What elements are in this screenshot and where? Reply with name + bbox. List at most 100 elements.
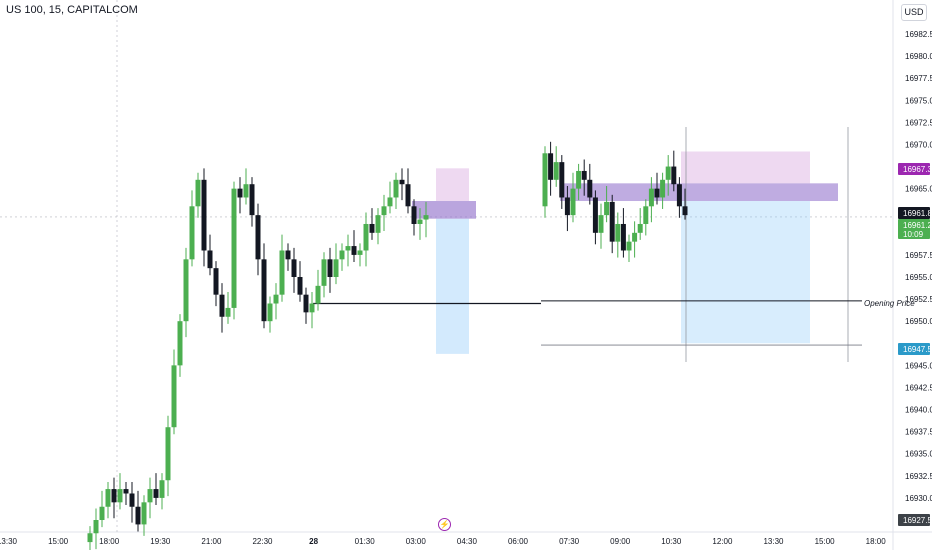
right-candle-23[interactable] [671, 166, 677, 185]
left-candle-0[interactable] [87, 533, 93, 543]
left-candle-37[interactable] [309, 303, 315, 313]
supply-zone-left[interactable] [412, 201, 476, 219]
right-candle-2[interactable] [553, 162, 559, 180]
left-candle-39[interactable] [321, 259, 327, 286]
right-candle-6[interactable] [576, 170, 582, 189]
left-candle-5[interactable] [117, 489, 123, 503]
right-candle-7[interactable] [581, 170, 587, 180]
right-candle-0[interactable] [542, 153, 548, 207]
left-candle-17[interactable] [189, 206, 195, 260]
left-candle-23[interactable] [225, 307, 231, 317]
left-candle-47[interactable] [369, 223, 375, 233]
left-candle-20[interactable] [207, 250, 213, 269]
left-candle-32[interactable] [279, 250, 285, 295]
left-candle-36[interactable] [303, 294, 309, 313]
left-candle-30[interactable] [267, 303, 273, 322]
left-candle-44[interactable] [351, 246, 357, 255]
stop-zone-left[interactable] [436, 218, 469, 354]
price-tick-label: 16972.5 [905, 118, 932, 127]
right-candle-5[interactable] [570, 188, 576, 216]
left-candle-2[interactable] [99, 506, 105, 520]
time-tick-label: 15:00 [815, 537, 836, 546]
left-candle-16[interactable] [183, 259, 189, 322]
right-candle-17[interactable] [637, 223, 643, 233]
price-tick-label: 16945.0 [905, 361, 932, 370]
right-candle-10[interactable] [598, 215, 604, 233]
right-candle-3[interactable] [559, 162, 565, 198]
right-candle-19[interactable] [648, 188, 654, 207]
left-candle-4[interactable] [111, 489, 117, 503]
right-candle-16[interactable] [632, 232, 638, 242]
right-candle-11[interactable] [604, 201, 610, 216]
left-candle-45[interactable] [357, 250, 363, 255]
left-candle-54[interactable] [411, 206, 417, 224]
left-candle-43[interactable] [345, 246, 351, 251]
left-candle-26[interactable] [243, 184, 249, 198]
right-candle-4[interactable] [564, 197, 570, 216]
left-candle-33[interactable] [285, 250, 291, 260]
right-candle-9[interactable] [592, 197, 598, 233]
left-candle-31[interactable] [273, 294, 279, 304]
left-candle-13[interactable] [165, 427, 171, 481]
left-candle-11[interactable] [153, 489, 159, 498]
left-candle-15[interactable] [177, 321, 183, 366]
left-candle-55[interactable] [417, 219, 423, 224]
supply-zone-right[interactable] [560, 183, 838, 202]
right-candle-14[interactable] [620, 223, 626, 251]
left-candle-56[interactable] [423, 215, 429, 220]
right-candle-15[interactable] [626, 241, 632, 251]
left-candle-49[interactable] [381, 206, 387, 216]
left-candle-21[interactable] [213, 268, 219, 295]
left-candle-53[interactable] [405, 184, 411, 207]
currency-button[interactable]: USD [901, 4, 927, 21]
left-candle-28[interactable] [255, 215, 261, 260]
left-candle-18[interactable] [195, 179, 201, 207]
right-candle-20[interactable] [654, 188, 660, 198]
time-tick-label: 22:30 [252, 537, 273, 546]
right-candle-1[interactable] [548, 153, 554, 180]
left-candle-19[interactable] [201, 179, 207, 251]
price-tick-label: 16930.0 [905, 494, 932, 503]
left-candle-22[interactable] [219, 294, 225, 317]
left-candle-29[interactable] [261, 259, 267, 322]
right-candle-24[interactable] [676, 184, 682, 207]
left-candle-38[interactable] [315, 285, 321, 304]
left-candle-52[interactable] [399, 179, 405, 185]
left-candle-40[interactable] [327, 259, 333, 277]
left-candle-3[interactable] [105, 489, 111, 507]
target-zone-right[interactable] [681, 151, 810, 184]
left-candle-42[interactable] [339, 250, 345, 260]
target-zone-left[interactable] [436, 168, 469, 202]
right-candle-18[interactable] [643, 206, 649, 224]
left-candle-27[interactable] [249, 184, 255, 216]
left-candle-7[interactable] [129, 493, 135, 507]
right-candle-12[interactable] [609, 201, 615, 242]
left-candle-12[interactable] [159, 480, 165, 498]
left-candle-50[interactable] [387, 197, 393, 207]
left-candle-46[interactable] [363, 223, 369, 251]
left-candle-14[interactable] [171, 365, 177, 428]
left-candle-24[interactable] [231, 188, 237, 308]
left-candle-35[interactable] [297, 277, 303, 295]
symbol-title[interactable]: US 100, 15, CAPITALCOM [6, 4, 138, 16]
right-candle-22[interactable] [665, 166, 671, 180]
left-candle-34[interactable] [291, 259, 297, 277]
right-candle-25[interactable] [682, 206, 688, 216]
stop-zone-right[interactable] [681, 201, 810, 344]
left-candle-25[interactable] [237, 188, 243, 198]
right-candle-8[interactable] [587, 179, 593, 198]
right-candle-21[interactable] [660, 179, 666, 198]
time-tick-label: 28 [309, 537, 318, 546]
lightning-icon[interactable]: ⚡ [438, 518, 451, 531]
left-candle-41[interactable] [333, 259, 339, 277]
right-candle-13[interactable] [615, 223, 621, 242]
left-candle-9[interactable] [141, 502, 147, 525]
left-candle-8[interactable] [135, 506, 141, 525]
left-candle-1[interactable] [93, 520, 99, 534]
left-candle-6[interactable] [123, 489, 129, 494]
left-candle-10[interactable] [147, 489, 153, 503]
left-candle-48[interactable] [375, 215, 381, 233]
left-candle-51[interactable] [393, 179, 399, 198]
